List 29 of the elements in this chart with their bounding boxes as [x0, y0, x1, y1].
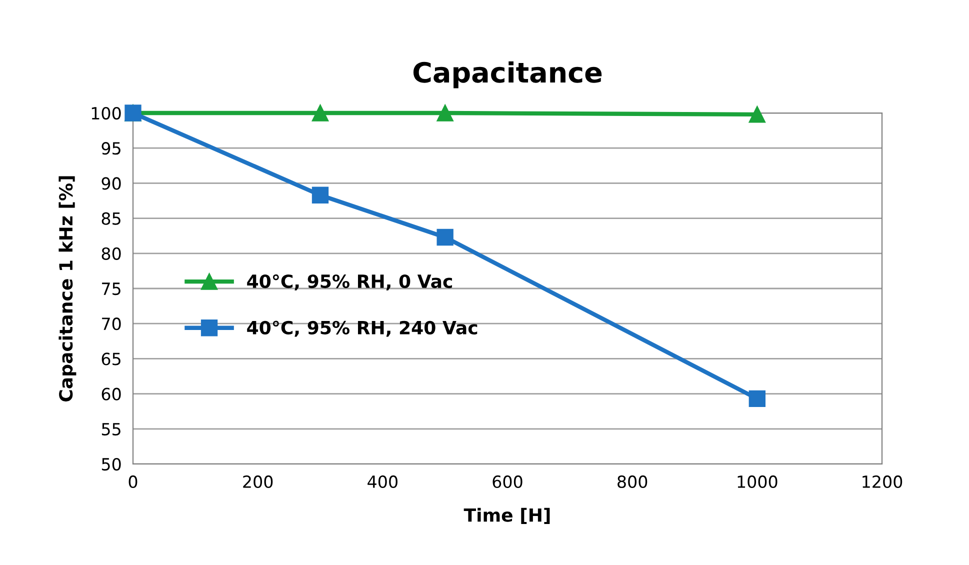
point	[748, 106, 766, 123]
y-tick-label: 95	[102, 142, 120, 155]
y-tick-label: 75	[102, 282, 120, 296]
x-tick-label: 600	[492, 475, 522, 488]
y-tick-label: 85	[102, 212, 120, 225]
y-tick-label: 80	[102, 247, 121, 260]
y-tick-label: 65	[102, 352, 120, 366]
legend-label: 40°C, 95% RH, 0 Vac	[247, 274, 452, 290]
y-tick-label: 55	[102, 423, 120, 436]
x-tick-label: 1200	[862, 475, 902, 488]
y-tick-label: 60	[102, 388, 121, 400]
y-tick-label: 70	[102, 318, 121, 330]
x-tick-label: 0	[128, 475, 138, 488]
point	[436, 228, 454, 246]
point	[312, 104, 329, 122]
point	[312, 186, 329, 204]
x-axis-title: Time [H]	[464, 508, 550, 524]
point	[436, 104, 454, 122]
x-tick-label: 200	[243, 475, 273, 488]
x-tick-label: 1000	[738, 475, 778, 488]
legend-label: 40°C, 95% RH, 240 Vac	[247, 320, 478, 337]
x-tick-label: 400	[368, 475, 398, 488]
y-axis-title: Capacitance 1 kHz [%]	[58, 176, 76, 402]
x-tick-label: 800	[618, 475, 648, 488]
y-tick-label: 90	[102, 177, 121, 190]
y-tick-label: 50	[102, 458, 121, 471]
y-tick-label: 100	[92, 106, 121, 120]
chart-title: Capacitance	[413, 61, 602, 88]
point	[748, 390, 766, 408]
